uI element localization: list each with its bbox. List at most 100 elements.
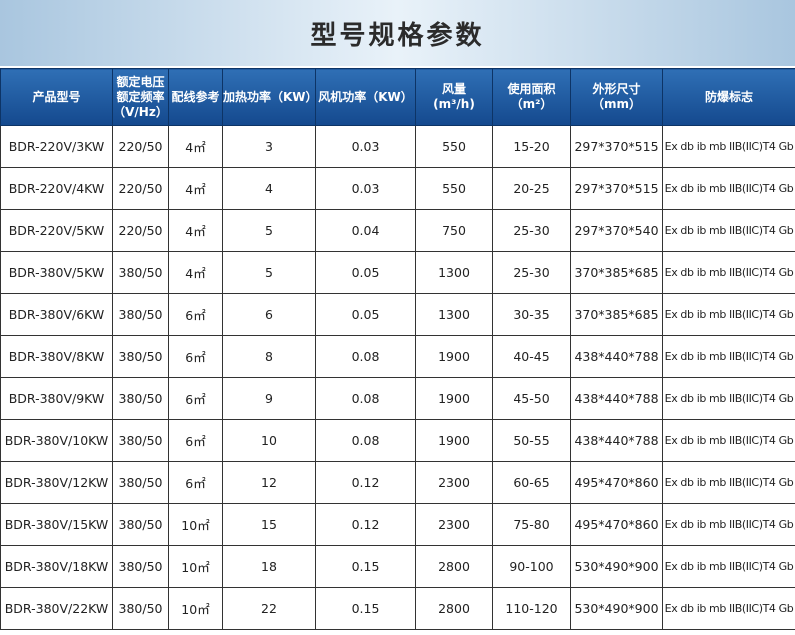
table-cell: 4㎡ xyxy=(168,251,223,294)
spec-table: 产品型号 额定电压 额定频率 （V/Hz） 配线参考 加热功率（KW） 风机功率（KW） 风量… xyxy=(0,68,795,630)
table-cell: 2300 xyxy=(415,461,493,504)
table-cell: 30-35 xyxy=(492,293,571,336)
column-header: 风机功率（KW） xyxy=(315,68,416,126)
table-cell: 2800 xyxy=(415,587,493,630)
table-cell: Ex db ib mb IIB(IIC)T4 Gb xyxy=(662,167,795,210)
table-cell: Ex db ib mb IIB(IIC)T4 Gb xyxy=(662,209,795,252)
table-cell: 75-80 xyxy=(492,503,571,546)
table-cell: 6㎡ xyxy=(168,377,223,420)
column-header: 产品型号 xyxy=(0,68,113,126)
table-cell: 2800 xyxy=(415,545,493,588)
table-cell: 297*370*515 xyxy=(570,125,663,168)
table-cell: 60-65 xyxy=(492,461,571,504)
header-line: 风量 xyxy=(441,82,466,96)
table-cell: 550 xyxy=(415,125,493,168)
header-line: 防爆标志 xyxy=(704,89,753,104)
table-cell: 438*440*788 xyxy=(570,419,663,462)
table-cell: 1900 xyxy=(415,335,493,378)
table-cell: 1300 xyxy=(415,293,493,336)
table-cell: 530*490*900 xyxy=(570,545,663,588)
table-cell: 495*470*860 xyxy=(570,503,663,546)
table-cell: 0.15 xyxy=(315,587,416,630)
table-cell: 438*440*788 xyxy=(570,335,663,378)
table-cell: 380/50 xyxy=(112,251,169,294)
title: 型号规格参数 xyxy=(310,21,485,51)
table-cell: 1300 xyxy=(415,251,493,294)
table-cell: 4㎡ xyxy=(168,209,223,252)
table-cell: Ex db ib mb IIB(IIC)T4 Gb xyxy=(662,461,795,504)
table-cell: 220/50 xyxy=(112,209,169,252)
table-cell: 10 xyxy=(222,419,316,462)
table-row: BDR-220V/5KW 220/50 4㎡ 5 0.04 750 25-30 297*370… xyxy=(0,209,795,252)
column-header: 配线参考 xyxy=(168,68,223,126)
table-cell: 495*470*860 xyxy=(570,461,663,504)
table-cell: 0.08 xyxy=(315,377,416,420)
table-cell: 18 xyxy=(222,545,316,588)
table-cell: 6㎡ xyxy=(168,419,223,462)
header-line: 额定频率 xyxy=(116,89,165,104)
table-cell: BDR-380V/22KW xyxy=(0,587,113,630)
table-cell: 40-45 xyxy=(492,335,571,378)
column-header: 外形尺寸 （mm） xyxy=(570,68,663,126)
table-cell: 1900 xyxy=(415,419,493,462)
table-cell: 380/50 xyxy=(112,377,169,420)
table-cell: 45-50 xyxy=(492,377,571,420)
header-line: (m³/h) xyxy=(433,97,475,111)
table-cell: 0.03 xyxy=(315,167,416,210)
table-cell: BDR-220V/3KW xyxy=(0,125,113,168)
table-cell: 5 xyxy=(222,209,316,252)
table-cell: 0.08 xyxy=(315,335,416,378)
table-cell: 550 xyxy=(415,167,493,210)
table-cell: BDR-380V/15KW xyxy=(0,503,113,546)
table-body: BDR-220V/3KW 220/50 4㎡ 3 0.03 550 15-20 297*370… xyxy=(0,125,795,630)
table-cell: 6㎡ xyxy=(168,461,223,504)
table-row: BDR-380V/10KW 380/50 6㎡ 10 0.08 1900 50-55 438*… xyxy=(0,419,795,462)
table-cell: 530*490*900 xyxy=(570,587,663,630)
table-cell: Ex db ib mb IIB(IIC)T4 Gb xyxy=(662,587,795,630)
table-cell: Ex db ib mb IIB(IIC)T4 Gb xyxy=(662,545,795,588)
table-cell: 3 xyxy=(222,125,316,168)
table-cell: BDR-380V/9KW xyxy=(0,377,113,420)
header-line: 配线参考 xyxy=(171,89,220,104)
table-cell: 4㎡ xyxy=(168,167,223,210)
table-cell: 0.15 xyxy=(315,545,416,588)
table-cell: 0.03 xyxy=(315,125,416,168)
table-cell: 0.12 xyxy=(315,503,416,546)
table-row: BDR-380V/12KW 380/50 6㎡ 12 0.12 2300 60-65 495*… xyxy=(0,461,795,504)
table-cell: BDR-380V/8KW xyxy=(0,335,113,378)
table-cell: BDR-220V/4KW xyxy=(0,167,113,210)
table-cell: 8 xyxy=(222,335,316,378)
header-line: （V/Hz） xyxy=(113,104,168,119)
table-cell: 90-100 xyxy=(492,545,571,588)
table-cell: 380/50 xyxy=(112,545,169,588)
table-row: BDR-380V/22KW 380/50 10㎡ 22 0.15 2800 110-120 5… xyxy=(0,587,795,630)
table-cell: 1900 xyxy=(415,377,493,420)
table-cell: BDR-380V/6KW xyxy=(0,293,113,336)
table-cell: 380/50 xyxy=(112,587,169,630)
table-cell: 25-30 xyxy=(492,251,571,294)
table-cell: 220/50 xyxy=(112,125,169,168)
column-header: 防爆标志 xyxy=(662,68,795,126)
table-cell: 25-30 xyxy=(492,209,571,252)
table-cell: Ex db ib mb IIB(IIC)T4 Gb xyxy=(662,125,795,168)
table-cell: 6㎡ xyxy=(168,293,223,336)
table-cell: 750 xyxy=(415,209,493,252)
table-cell: 370*385*685 xyxy=(570,251,663,294)
table-cell: 380/50 xyxy=(112,293,169,336)
table-row: BDR-380V/8KW 380/50 6㎡ 8 0.08 1900 40-45 438*44… xyxy=(0,335,795,378)
table-cell: Ex db ib mb IIB(IIC)T4 Gb xyxy=(662,293,795,336)
table-cell: 50-55 xyxy=(492,419,571,462)
header-line: 加热功率（KW） xyxy=(223,89,318,104)
table-row: BDR-380V/9KW 380/50 6㎡ 9 0.08 1900 45-50 438*44… xyxy=(0,377,795,420)
header-line: 产品型号 xyxy=(32,89,81,104)
table-cell: 22 xyxy=(222,587,316,630)
header-line: 风机功率（KW） xyxy=(318,89,413,104)
table-cell: 380/50 xyxy=(112,335,169,378)
table-cell: 0.04 xyxy=(315,209,416,252)
table-cell: 2300 xyxy=(415,503,493,546)
table-cell: 9 xyxy=(222,377,316,420)
table-row: BDR-380V/6KW 380/50 6㎡ 6 0.05 1300 30-35 370*38… xyxy=(0,293,795,336)
header-line: 使用面积 xyxy=(507,82,556,96)
header-line: 额定电压 xyxy=(116,74,165,89)
